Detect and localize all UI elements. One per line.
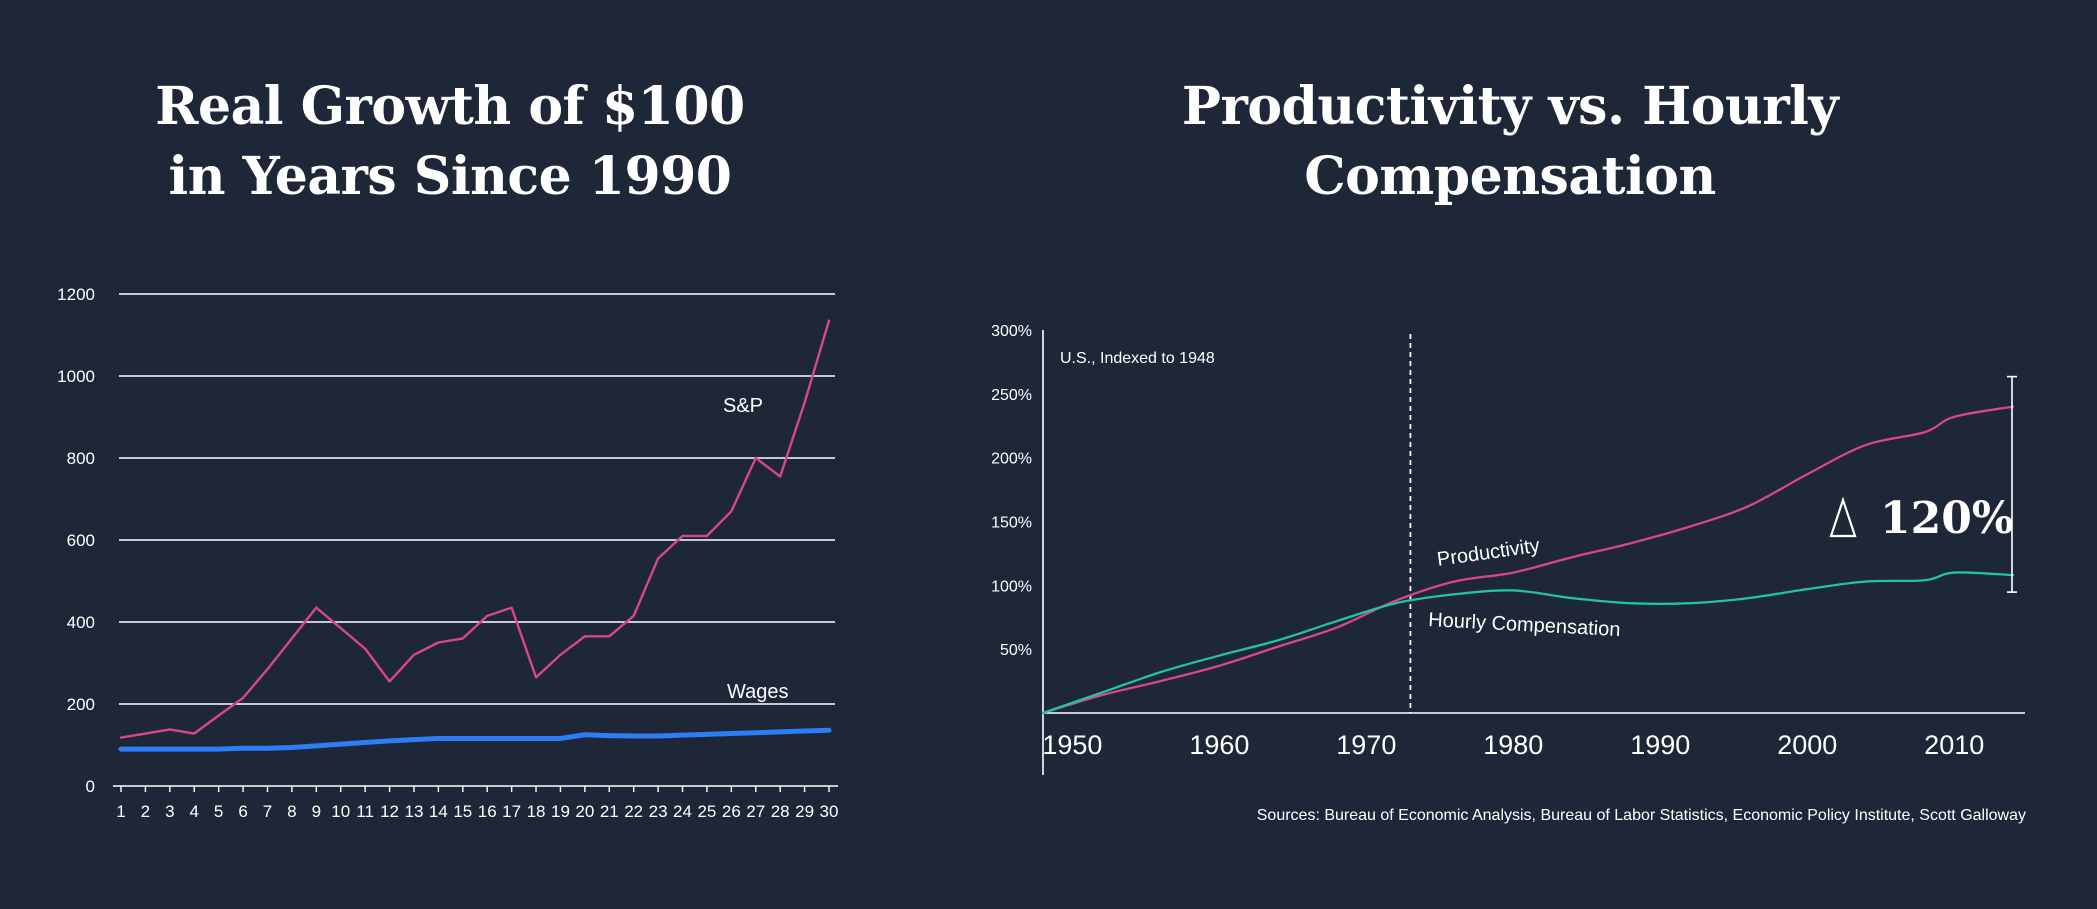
x-tick-label: 1980 <box>1483 730 1543 760</box>
compensation-series-label: Hourly Compensation <box>1428 609 1621 641</box>
right-title-line-2: Compensation <box>1304 146 1716 207</box>
right-chart-title: Productivity vs. Hourly Compensation <box>1090 72 1930 212</box>
productivity-series-label: Productivity <box>1436 535 1541 571</box>
left-chart-title: Real Growth of $100 in Years Since 1990 <box>60 72 840 212</box>
x-tick-label: 20 <box>575 802 594 821</box>
y-tick-label: 400 <box>67 613 95 632</box>
x-tick-label: 7 <box>263 802 272 821</box>
x-tick-label: 8 <box>287 802 296 821</box>
x-tick-label: 12 <box>380 802 399 821</box>
x-tick-label: 13 <box>405 802 424 821</box>
x-tick-label: 27 <box>746 802 765 821</box>
x-tick-label: 1 <box>116 802 125 821</box>
x-tick-label: 22 <box>624 802 643 821</box>
x-tick-label: 17 <box>502 802 521 821</box>
x-tick-label: 24 <box>673 802 692 821</box>
y-tick-label: 1000 <box>57 367 95 386</box>
x-tick-label: 16 <box>478 802 497 821</box>
index-note: U.S., Indexed to 1948 <box>1060 350 1215 367</box>
y-tick-label: 200 <box>67 695 95 714</box>
sources-note: Sources: Bureau of Economic Analysis, Bu… <box>1257 807 2026 824</box>
x-tick-label: 2010 <box>1924 730 1984 760</box>
y-tick-label: 0 <box>86 777 95 796</box>
x-tick-label: 15 <box>453 802 472 821</box>
left-title-line-1: Real Growth of $100 <box>155 76 745 137</box>
x-tick-label: 1950 <box>1042 730 1102 760</box>
compensation-series-line <box>1041 571 2015 715</box>
delta-icon <box>1829 496 1857 538</box>
x-tick-label: 29 <box>795 802 814 821</box>
sp-series-line <box>119 319 831 739</box>
left-title-line-2: in Years Since 1990 <box>168 146 732 207</box>
y-tick-label: 300% <box>991 323 1032 340</box>
y-tick-label: 600 <box>67 531 95 550</box>
x-tick-label: 3 <box>165 802 174 821</box>
x-tick-label: 18 <box>527 802 546 821</box>
x-tick-label: 28 <box>771 802 790 821</box>
wages-series-line <box>118 727 832 752</box>
x-tick-label: 23 <box>649 802 668 821</box>
x-tick-label: 30 <box>820 802 839 821</box>
y-tick-label: 800 <box>67 449 95 468</box>
x-tick-label: 11 <box>356 802 374 821</box>
y-tick-label: 250% <box>991 387 1032 404</box>
x-tick-label: 5 <box>214 802 223 821</box>
productivity-series-line <box>1041 405 2015 715</box>
x-tick-label: 2000 <box>1777 730 1837 760</box>
x-tick-label: 25 <box>697 802 716 821</box>
x-tick-label: 9 <box>312 802 321 821</box>
x-tick-label: 19 <box>551 802 570 821</box>
x-tick-label: 1990 <box>1630 730 1690 760</box>
x-tick-label: 2 <box>141 802 150 821</box>
wages-series-label: Wages <box>727 681 789 703</box>
x-tick-label: 4 <box>190 802 199 821</box>
x-tick-label: 21 <box>600 802 619 821</box>
x-tick-label: 1960 <box>1189 730 1249 760</box>
right-title-line-1: Productivity vs. Hourly <box>1181 76 1839 137</box>
y-tick-label: 100% <box>991 578 1032 595</box>
productivity-chart: U.S., Indexed to 1948 120% Sources: Bure… <box>991 323 2026 824</box>
x-tick-label: 26 <box>722 802 741 821</box>
y-tick-label: 200% <box>991 451 1032 468</box>
sp-series-label: S&P <box>723 395 763 417</box>
y-tick-label: 1200 <box>57 285 95 304</box>
x-tick-label: 14 <box>429 802 448 821</box>
y-tick-label: 150% <box>991 515 1032 532</box>
delta-annotation: 120% <box>1829 493 2014 544</box>
x-tick-label: 6 <box>238 802 247 821</box>
delta-value: 120% <box>1880 493 2014 544</box>
y-tick-label: 50% <box>1000 642 1032 659</box>
x-tick-label: 1970 <box>1336 730 1396 760</box>
x-tick-label: 10 <box>331 802 350 821</box>
